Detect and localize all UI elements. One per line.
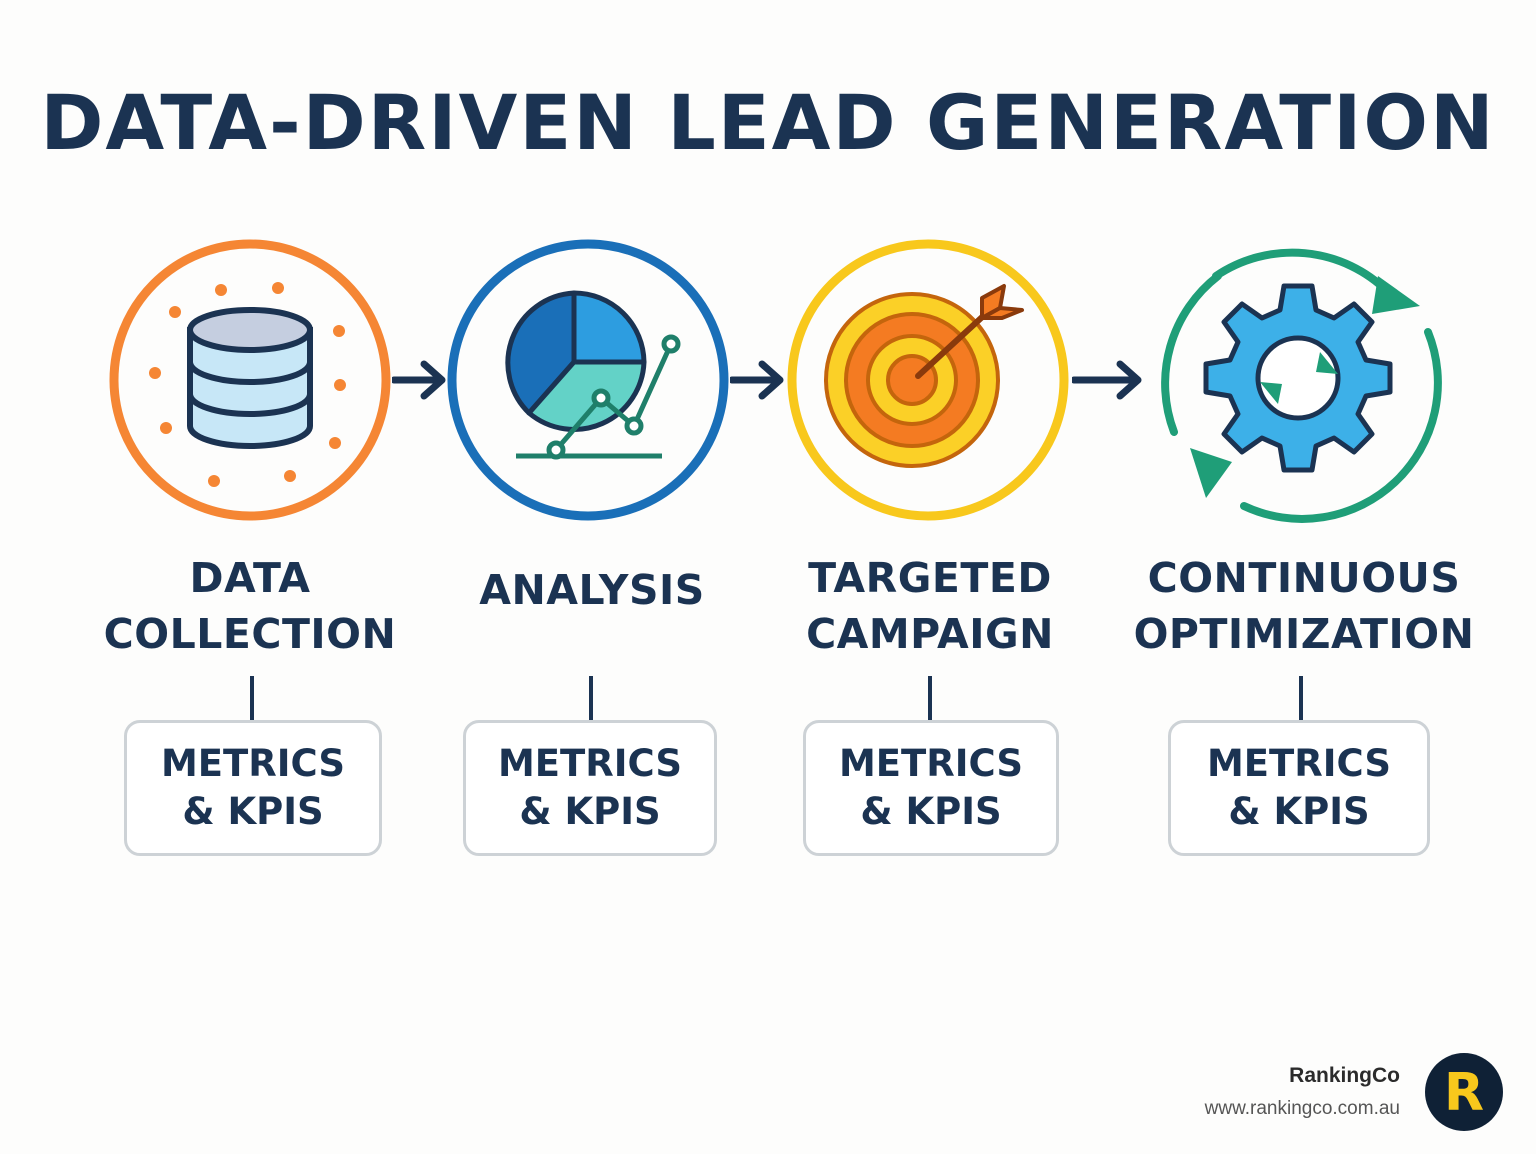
gear-cycle-icon — [1161, 248, 1442, 523]
connector-line — [250, 676, 254, 720]
step-label-continuous-optimization: CONTINUOUS OPTIMIZATION — [1133, 554, 1475, 658]
arrow-right-icon — [1072, 360, 1142, 400]
arrow-right-icon — [392, 360, 446, 400]
kpi-text: METRICS & KPIS — [838, 742, 1024, 833]
page-title: DATA-DRIVEN LEAD GENERATION — [40, 78, 1496, 167]
arrow-right-icon — [730, 360, 784, 400]
step-label-data-collection: DATA COLLECTION — [103, 554, 397, 658]
kpi-box: METRICS & KPIS — [124, 720, 382, 856]
logo-letter: R — [1444, 1063, 1484, 1123]
kpi-text: METRICS & KPIS — [497, 742, 683, 833]
step-label-targeted-campaign: TARGETED CAMPAIGN — [806, 554, 1054, 658]
connector-line — [928, 676, 932, 720]
target-icon — [787, 239, 1069, 521]
step-label-analysis: ANALYSIS — [479, 566, 705, 614]
connector-line — [589, 676, 593, 720]
connector-line — [1299, 676, 1303, 720]
kpi-text: METRICS & KPIS — [160, 742, 346, 833]
brand-name: RankingCo — [1289, 1064, 1400, 1087]
pie-chart-icon — [447, 239, 729, 521]
brand-url: www.rankingco.com.au — [1204, 1098, 1400, 1119]
kpi-box: METRICS & KPIS — [463, 720, 717, 856]
database-icon — [109, 239, 391, 521]
kpi-text: METRICS & KPIS — [1206, 742, 1392, 833]
kpi-box: METRICS & KPIS — [1168, 720, 1430, 856]
rankingco-logo-icon: R — [1425, 1053, 1503, 1131]
kpi-box: METRICS & KPIS — [803, 720, 1059, 856]
